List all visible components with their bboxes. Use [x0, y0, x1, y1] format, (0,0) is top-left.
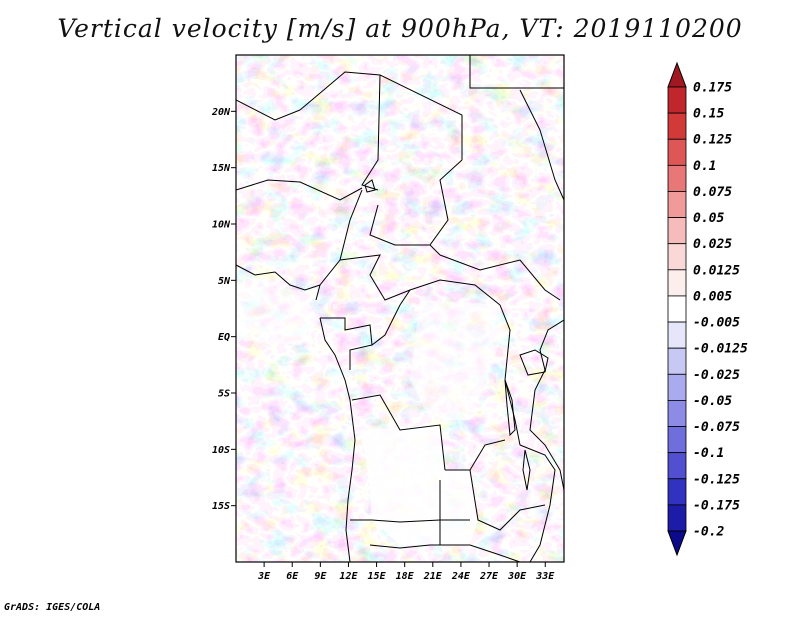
colorbar-swatch [667, 217, 687, 245]
grads-credit: GrADS: IGES/COLA [4, 602, 101, 613]
country-boundaries [236, 55, 564, 562]
colorbar-label: 0.15 [693, 107, 724, 122]
x-tick-label: 12E [339, 571, 358, 582]
boundary-angola-namibia [350, 519, 470, 523]
x-tick-label: 6E [286, 571, 299, 582]
colorbar-label: -0.025 [693, 368, 740, 383]
colorbar-label: 0.0125 [693, 263, 740, 278]
coastline-west-africa [236, 264, 321, 291]
colorbar-label: 0.005 [693, 289, 732, 304]
boundary-zambia-zimbabwe [469, 469, 546, 531]
boundary-sudan-ethiopia [519, 89, 564, 201]
colorbar-label: -0.2 [693, 525, 724, 540]
y-tick-label: 10S [212, 445, 230, 456]
congo-calm-region [410, 300, 505, 420]
colorbar-label: 0.05 [693, 211, 724, 226]
colorbar-label: -0.005 [693, 316, 740, 331]
kalahari-calm-region [360, 425, 478, 545]
boundary-chad-sudan [429, 159, 463, 256]
x-tick-label: 15E [368, 571, 387, 582]
coastline-east-africa [529, 319, 564, 491]
boundary-car-south [339, 254, 501, 306]
boundary-niger-nigeria [236, 179, 363, 201]
boundary-chad-car [369, 204, 430, 246]
x-tick-label: 18E [396, 571, 415, 582]
y-tick-label: 10N [212, 220, 231, 231]
colorbar-label: -0.05 [693, 394, 732, 409]
chart-title: Vertical velocity [m/s] at 900hPa, VT: 2… [57, 14, 743, 43]
y-axis: 20N 15N 10N 5N EQ 5S 10S 15S [211, 107, 236, 512]
colorbar-swatch [667, 164, 687, 192]
colorbar-swatch [667, 295, 687, 323]
x-tick-label: 9E [314, 571, 327, 582]
colorbar-swatch [667, 373, 687, 401]
y-tick-label: 5N [218, 276, 231, 287]
y-tick-label: 15S [212, 501, 230, 512]
colorbar-label: -0.0125 [693, 342, 748, 357]
colorbar-swatch [667, 243, 687, 271]
x-tick-label: 21E [423, 571, 443, 582]
boundary-drc-west [371, 289, 411, 346]
lake-chad [364, 179, 376, 193]
colorbar-swatch [667, 138, 687, 166]
plot-area: 3E 6E 9E 12E 15E 18E 21E 24E 27E 30E 33E 20N 15N 10N… [211, 54, 565, 582]
colorbar-label: 0.1 [693, 159, 716, 174]
colorbar-swatch [667, 112, 687, 140]
x-tick-label: 33E [535, 571, 555, 582]
boundary-drc-angola [351, 394, 446, 471]
colorbar-swatch [667, 426, 687, 454]
boundary-algeria-niger [236, 99, 301, 121]
colorbar-swatch [667, 86, 687, 114]
colorbar-swatch [667, 191, 687, 218]
plot-frame [235, 54, 565, 563]
x-tick-label: 3E [257, 571, 271, 582]
y-tick-label: 5S [218, 389, 230, 400]
colorbar-label: -0.175 [693, 498, 740, 513]
x-tick-label: 30E [507, 571, 527, 582]
gulf-of-guinea-calm [236, 285, 320, 345]
y-tick-label: EQ [218, 332, 230, 343]
lake-victoria [519, 349, 549, 376]
colorbar-label: 0.175 [693, 81, 732, 96]
colorbar-label: 0.075 [693, 185, 732, 200]
boundary-libya-egypt [469, 55, 564, 89]
colorbar-bottom-triangle [667, 530, 687, 557]
colorbar-swatch [667, 452, 687, 480]
boundary-drc-zambia [445, 439, 506, 471]
colorbar-label: -0.075 [693, 420, 740, 435]
coastline-central-africa [319, 317, 356, 562]
boundary-niger-chad [361, 74, 381, 191]
colorbar-swatch [667, 269, 687, 297]
colorbar-label: -0.1 [693, 446, 724, 461]
lake-tanganyika [504, 379, 516, 437]
boundary-south-africa [369, 544, 521, 562]
colorbar-swatch [667, 400, 687, 427]
lake-malawi [522, 449, 531, 491]
colorbar-label: 0.025 [693, 237, 732, 252]
colorbar-swatch [667, 347, 687, 375]
colorbar-swatch [667, 504, 687, 532]
x-axis: 3E 6E 9E 12E 15E 18E 21E 24E 27E 30E 33E [257, 562, 555, 582]
x-tick-label: 27E [479, 571, 499, 582]
colorbar-top-triangle [667, 61, 687, 88]
x-tick-label: 24E [451, 571, 471, 582]
colorbar-label: 0.125 [693, 133, 732, 148]
boundary-gabon-congo [320, 317, 373, 370]
boundary-mozambique [519, 444, 556, 562]
colorbar-label: -0.125 [693, 472, 740, 487]
y-tick-label: 20N [211, 107, 231, 118]
boundary-sudan-south [439, 254, 561, 301]
colorbar: 0.175 0.15 0.125 0.1 0.075 0.05 0.025 0.0125 0.0… [667, 61, 748, 557]
colorbar-swatch [667, 321, 687, 349]
colorbar-swatch [667, 478, 687, 506]
y-tick-label: 15N [212, 163, 231, 174]
